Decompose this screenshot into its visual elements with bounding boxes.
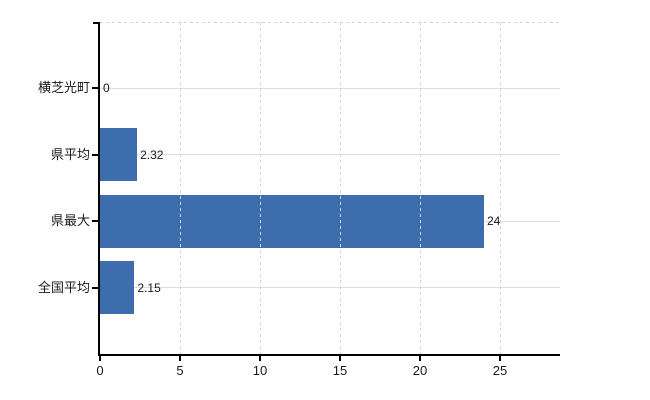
y-grid-line: [100, 87, 560, 89]
category-label: 横芝光町: [37, 80, 90, 96]
y-axis-line: [98, 22, 100, 356]
bar: [100, 194, 484, 248]
bar-value-label: 2.32: [140, 147, 164, 162]
x-axis-tick: [339, 354, 341, 361]
plot-area: 0 2.32 24 2.15: [100, 21, 560, 354]
x-axis-tick: [179, 354, 181, 361]
bar-value-label: 2.15: [137, 280, 161, 295]
x-axis-line: [98, 354, 560, 356]
category-label: 全国平均: [37, 279, 90, 295]
category-label: 県平均: [50, 146, 90, 162]
x-tick-label: 0: [96, 363, 104, 378]
bar: [100, 128, 138, 182]
x-tick-label: 5: [176, 363, 184, 378]
category-label: 県最大: [50, 213, 90, 229]
x-axis-tick: [259, 354, 261, 361]
x-tick-label: 25: [492, 363, 508, 378]
x-grid-line: [339, 22, 341, 354]
x-tick-label: 15: [332, 363, 348, 378]
bar-value-label: 0: [103, 81, 110, 96]
x-tick-label: 10: [252, 363, 268, 378]
x-grid-line: [419, 22, 421, 354]
x-axis-tick: [99, 354, 101, 361]
plot-top-border: [100, 21, 560, 23]
x-grid-line: [179, 22, 181, 354]
x-grid-line: [499, 22, 501, 354]
bar-value-label: 24: [487, 214, 501, 229]
y-axis-tick: [92, 220, 98, 223]
y-axis-tick: [92, 87, 98, 90]
y-axis-top-tick: [93, 22, 100, 24]
y-axis-tick: [92, 286, 98, 289]
x-axis-tick: [499, 354, 501, 361]
x-axis-tick: [419, 354, 421, 361]
x-tick-label: 20: [412, 363, 428, 378]
x-grid-line: [259, 22, 261, 354]
y-grid-line: [100, 154, 560, 156]
y-grid-line: [100, 287, 560, 289]
bar: [100, 261, 135, 315]
y-axis-tick: [92, 153, 98, 156]
